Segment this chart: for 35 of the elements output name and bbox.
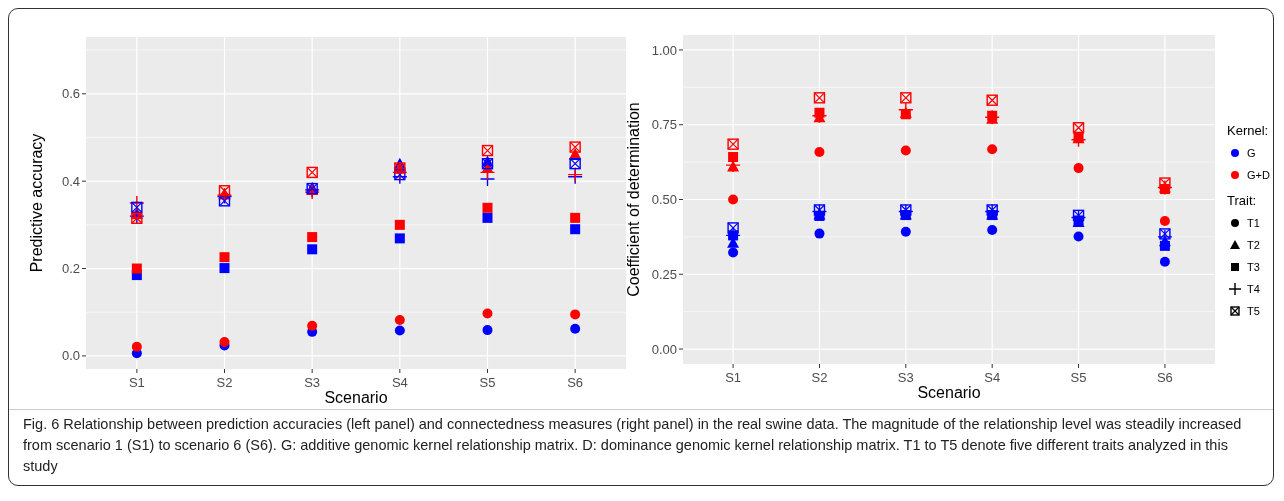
x-tick-label: S3 <box>897 370 914 385</box>
text: G <box>1247 146 1256 159</box>
x-tick-label: S6 <box>567 375 584 390</box>
x-tick-label: S3 <box>304 375 321 390</box>
y-tick-label: 0.75 <box>651 117 677 133</box>
x-tick-label: S2 <box>811 370 828 385</box>
y-tick-label: 0.2 <box>61 261 80 277</box>
x-axis-title: Scenario <box>917 384 981 401</box>
text: T3 <box>1247 260 1260 273</box>
x-tick-label: S4 <box>984 370 1001 385</box>
x-tick-label: S1 <box>725 370 742 385</box>
y-axis-title: Coefficient of determination <box>625 102 642 297</box>
x-tick-label: S5 <box>1070 370 1087 385</box>
y-tick-label: 0.4 <box>61 173 80 189</box>
text: T5 <box>1247 304 1260 317</box>
y-tick-label: 0.0 <box>61 348 80 364</box>
text: T4 <box>1247 282 1260 295</box>
y-tick-label: 0.50 <box>651 192 677 208</box>
x-tick-label: S6 <box>1156 370 1173 385</box>
y-axis-title: Predictive accuracy <box>28 133 45 273</box>
x-tick-label: S1 <box>128 375 145 390</box>
caption: Fig. 6 Relationship between prediction accuracies (left panel) and connectedness measures (right panel) in the real swine data. The magnitude of the relationship level was steadily increased from scenario 1 (S1) to scenario 6 (S6). G: additive genomic kernel relationship matrix. D: dominance genomic kernel relationship matrix. T1 to T5 denote five different traits analyzed in this study <box>9 409 1273 485</box>
x-tick-label: S2 <box>216 375 233 390</box>
y-tick-label: 1.00 <box>651 42 677 58</box>
x-axis-title: Scenario <box>324 389 388 406</box>
text: Kernel: <box>1227 123 1269 138</box>
y-tick-label: 0.25 <box>651 266 677 282</box>
text: G+D <box>1247 168 1270 181</box>
x-tick-label: S4 <box>391 375 408 390</box>
text: Trait: <box>1227 193 1257 208</box>
y-tick-label: 0.6 <box>61 86 80 102</box>
y-tick-label: 0.00 <box>651 341 677 357</box>
text: T2 <box>1247 238 1260 251</box>
text: T1 <box>1247 216 1260 229</box>
x-tick-label: S5 <box>479 375 496 390</box>
